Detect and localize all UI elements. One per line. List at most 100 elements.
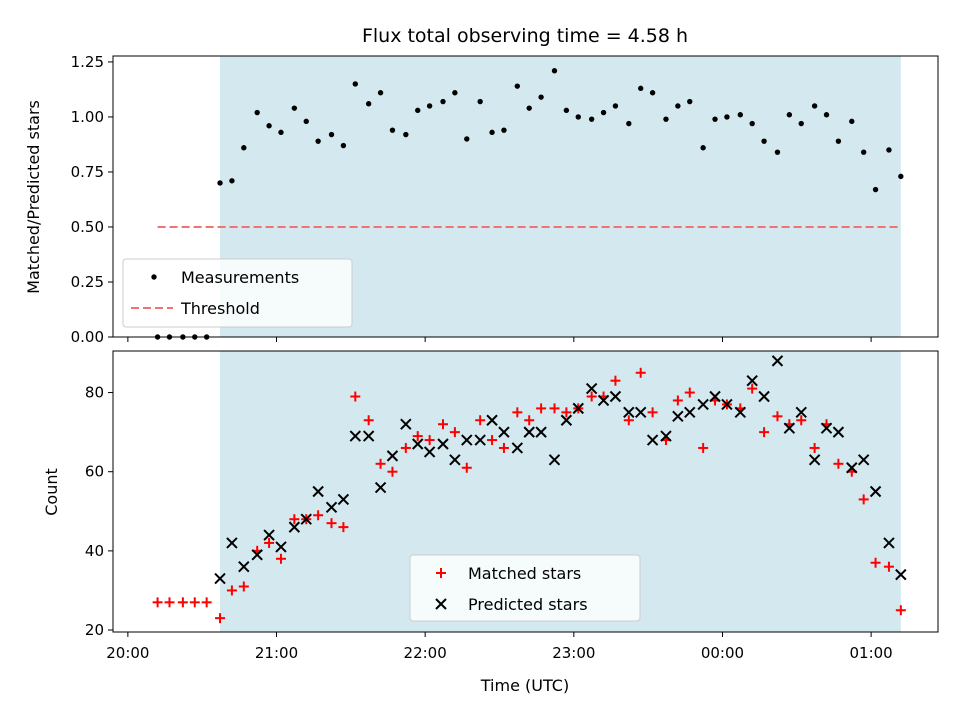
matched-star-point bbox=[549, 403, 560, 414]
measurement-point bbox=[835, 138, 842, 144]
predicted-star-point bbox=[846, 462, 858, 474]
predicted-star-marker bbox=[312, 485, 324, 498]
bottom-legend-label: Predicted stars bbox=[468, 595, 588, 614]
matched-star-point bbox=[275, 553, 286, 564]
top-legend-label: Measurements bbox=[181, 268, 299, 287]
matched-star-point bbox=[536, 403, 547, 414]
predicted-star-point bbox=[820, 422, 833, 434]
predicted-star-marker bbox=[300, 513, 312, 525]
measurement-point bbox=[328, 131, 335, 138]
matched-star-point bbox=[438, 419, 448, 430]
matched-star-point bbox=[289, 514, 300, 525]
predicted-star-marker bbox=[572, 402, 584, 415]
x-tick-label: 23:00 bbox=[552, 644, 595, 662]
predicted-star-marker bbox=[734, 406, 747, 419]
predicted-star-marker bbox=[771, 355, 784, 367]
bottom-legend-box bbox=[409, 554, 641, 622]
bottom-y-tick-label: 20 bbox=[85, 621, 104, 639]
x-tick-label: 22:00 bbox=[404, 644, 447, 662]
predicted-star-point bbox=[337, 493, 350, 506]
predicted-star-marker bbox=[684, 406, 696, 419]
matched-star-point bbox=[561, 407, 572, 418]
matched-star-point bbox=[475, 415, 486, 426]
matched-star-point bbox=[461, 462, 472, 473]
predicted-star-point bbox=[783, 422, 796, 434]
matched-star-point bbox=[684, 387, 695, 398]
predicted-star-point bbox=[857, 454, 870, 466]
predicted-star-marker bbox=[511, 442, 524, 454]
predicted-star-marker bbox=[709, 390, 721, 403]
legend-predicted-marker bbox=[435, 598, 447, 610]
measurement-point bbox=[315, 138, 321, 144]
measurement-point bbox=[872, 186, 879, 193]
matched-star-point bbox=[363, 415, 374, 426]
predicted-star-point bbox=[449, 454, 461, 466]
measurement-point bbox=[737, 112, 743, 118]
predicted-star-point bbox=[300, 513, 312, 525]
measurement-point bbox=[303, 118, 309, 125]
measurement-point bbox=[898, 173, 904, 180]
predicted-star-point bbox=[374, 481, 387, 494]
predicted-star-marker bbox=[846, 462, 858, 474]
bottom-y-tick-label: 60 bbox=[85, 463, 104, 481]
measurement-point bbox=[563, 107, 570, 114]
measurement-point bbox=[786, 112, 793, 118]
measurement-point bbox=[811, 103, 818, 109]
predicted-star-point bbox=[325, 501, 338, 514]
predicted-star-point bbox=[623, 406, 635, 419]
predicted-star-marker bbox=[288, 521, 301, 533]
measurement-point bbox=[612, 103, 619, 109]
x-tick-label: 21:00 bbox=[255, 644, 298, 662]
x-tick-label: 20:00 bbox=[106, 644, 149, 662]
predicted-star-point bbox=[251, 549, 263, 561]
predicted-star-marker bbox=[869, 485, 882, 498]
matched-star-point bbox=[387, 466, 398, 477]
predicted-star-point bbox=[486, 414, 498, 426]
predicted-star-marker bbox=[548, 454, 561, 466]
measurement-point bbox=[675, 103, 681, 109]
predicted-star-marker bbox=[758, 390, 770, 403]
predicted-star-point bbox=[646, 434, 659, 446]
predicted-star-marker bbox=[660, 430, 672, 442]
predicted-star-marker bbox=[697, 398, 709, 411]
matched-star-point bbox=[226, 585, 237, 596]
measurement-point bbox=[663, 116, 669, 122]
predicted-star-marker bbox=[337, 493, 350, 506]
matched-star-point bbox=[264, 537, 275, 548]
matched-star-point bbox=[858, 494, 869, 505]
predicted-star-point bbox=[709, 390, 721, 403]
matched-star-point bbox=[833, 458, 844, 469]
predicted-star-point bbox=[238, 560, 250, 573]
top-y-tick-label: 0.75 bbox=[71, 163, 104, 181]
top-y-tick-label: 0.50 bbox=[71, 218, 104, 236]
x-tick-label: 00:00 bbox=[701, 644, 744, 662]
predicted-star-point bbox=[312, 485, 324, 498]
measurement-point bbox=[266, 123, 272, 129]
top-y-tick-label: 0.00 bbox=[71, 328, 104, 346]
predicted-star-point bbox=[572, 402, 584, 415]
predicted-star-point bbox=[412, 438, 424, 450]
predicted-star-marker bbox=[783, 422, 796, 434]
predicted-star-marker bbox=[721, 398, 733, 411]
measurement-point bbox=[687, 98, 693, 105]
predicted-star-point bbox=[386, 450, 399, 462]
predicted-star-point bbox=[869, 485, 882, 498]
measurement-point bbox=[464, 136, 470, 142]
predicted-star-marker bbox=[423, 446, 436, 458]
predicted-star-marker bbox=[746, 374, 758, 387]
predicted-star-marker bbox=[238, 560, 250, 573]
top-plot-area: 0.00 0.25 0.50 0.75 1.00 1.25 Measurements Thre… bbox=[71, 53, 939, 346]
predicted-star-point bbox=[771, 355, 784, 367]
predicted-star-point bbox=[832, 426, 845, 438]
measurement-point bbox=[712, 116, 718, 122]
measurement-point bbox=[340, 142, 347, 149]
predicted-star-marker bbox=[226, 537, 238, 549]
measurement-point bbox=[291, 105, 298, 111]
predicted-star-marker bbox=[609, 390, 622, 403]
predicted-star-marker bbox=[214, 572, 226, 585]
measurement-point bbox=[600, 109, 607, 116]
measurement-point bbox=[377, 90, 384, 96]
measurement-point bbox=[551, 68, 558, 74]
measurement-point bbox=[440, 98, 446, 105]
predicted-star-point bbox=[560, 414, 573, 426]
